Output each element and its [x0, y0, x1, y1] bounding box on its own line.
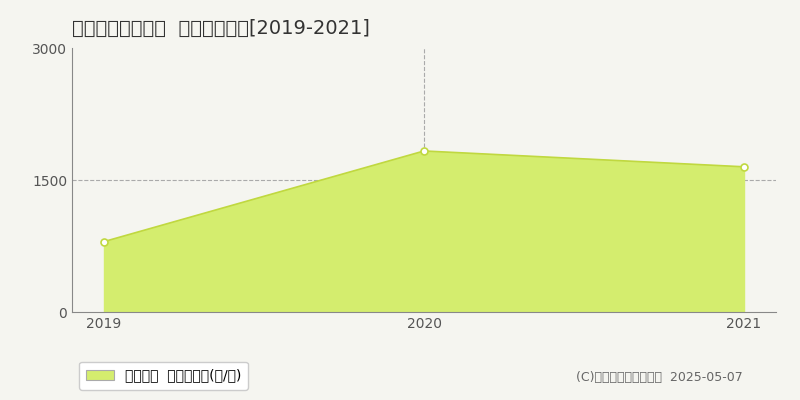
Text: 入間郡越生町黒山  林地価格推移[2019-2021]: 入間郡越生町黒山 林地価格推移[2019-2021] — [72, 19, 370, 38]
Text: (C)土地価格ドットコム  2025-05-07: (C)土地価格ドットコム 2025-05-07 — [576, 371, 742, 384]
Legend: 林地価格  平均坪単価(円/坪): 林地価格 平均坪単価(円/坪) — [79, 362, 248, 390]
